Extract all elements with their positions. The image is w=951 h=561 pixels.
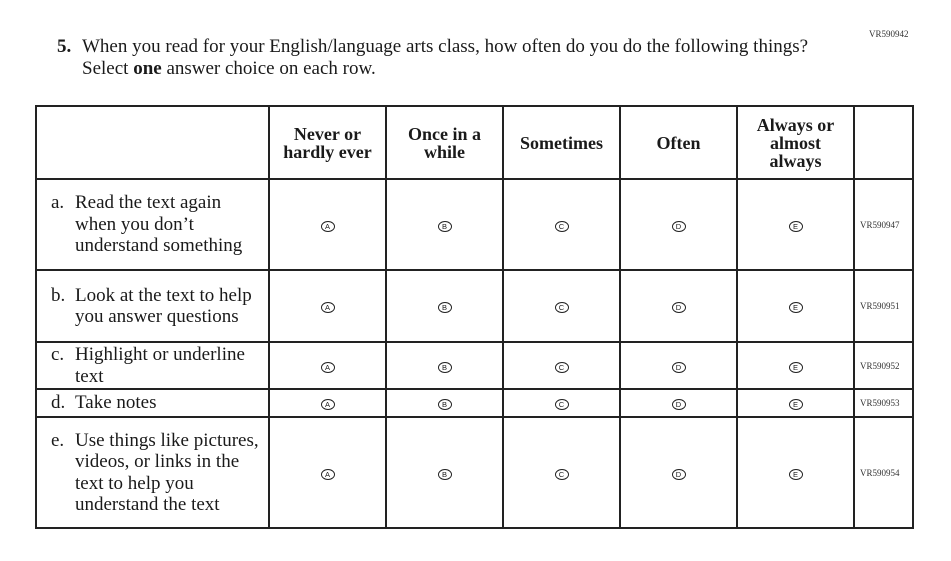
answer-bubble-d[interactable]: D [671,220,686,232]
answer-bubble-e[interactable]: E [788,361,803,373]
header-row: Never or hardly ever Once in a while Som… [35,105,914,180]
answer-cell: A [268,178,387,271]
row-text: Read the text again when you don’t under… [75,192,243,257]
column-header: Often [619,105,738,180]
answer-cell: D [619,269,738,343]
answer-cell: B [385,341,504,390]
answer-bubble-e[interactable]: E [788,220,803,232]
row-statement: e. Use things like pictures, videos, or l… [35,416,270,529]
answer-bubble-e[interactable]: E [788,468,803,480]
column-header: Sometimes [502,105,621,180]
answer-cell: C [502,388,621,418]
answer-cell: E [736,269,855,343]
answer-cell: E [736,388,855,418]
answer-bubble-b[interactable]: B [437,220,452,232]
answer-bubble-b[interactable]: B [437,468,452,480]
row-text: Highlight or underline text [75,344,245,387]
answer-cell: B [385,178,504,271]
row-code: VR590954 [853,416,914,529]
row-letter: c. [51,344,65,365]
answer-bubble-a[interactable]: A [320,361,335,373]
answer-bubble-c[interactable]: C [554,361,569,373]
answer-bubble-d[interactable]: D [671,361,686,373]
row-statement: a. Read the text again when you don’t und… [35,178,270,271]
answer-cell: A [268,388,387,418]
row-code: VR590951 [853,269,914,343]
column-header: Never or hardly ever [268,105,387,180]
answer-cell: A [268,269,387,343]
row-letter: e. [51,429,65,451]
row-letter: a. [51,192,65,214]
answer-bubble-c[interactable]: C [554,399,569,410]
blank-header [35,105,270,180]
row-statement: c. Highlight or underline text [35,341,270,390]
row-letter: b. [51,284,66,306]
table-row: a. Read the text again when you don’t und… [35,178,914,271]
answer-cell: E [736,416,855,529]
question-emphasis: one [133,58,162,79]
row-letter: d. [51,392,66,414]
answer-bubble-d[interactable]: D [671,468,686,480]
table-row: b. Look at the text to help you answer qu… [35,269,914,343]
answer-cell: B [385,269,504,343]
answer-bubble-a[interactable]: A [320,399,335,410]
answer-cell: D [619,416,738,529]
question-text: When you read for your English/language … [82,36,842,80]
answer-cell: B [385,388,504,418]
answer-cell: D [619,178,738,271]
row-statement: b. Look at the text to help you answer qu… [35,269,270,343]
row-text: Take notes [75,392,157,414]
column-header: Always or almost always [736,105,855,180]
table-row: c. Highlight or underline text A B C D E VR5909… [35,341,914,390]
answer-bubble-b[interactable]: B [437,361,452,373]
answer-cell: A [268,416,387,529]
table-row: d. Take notes A B C D E VR590953 [35,388,914,418]
row-code: VR590952 [853,341,914,390]
answer-cell: C [502,269,621,343]
answer-cell: D [619,341,738,390]
answer-bubble-a[interactable]: A [320,468,335,480]
row-text: Look at the text to help you answer ques… [75,284,252,328]
row-code: VR590953 [853,388,914,418]
row-statement: d. Take notes [35,388,270,418]
answer-grid: Never or hardly ever Once in a while Som… [35,105,914,529]
table-row: e. Use things like pictures, videos, or l… [35,416,914,529]
answer-bubble-a[interactable]: A [320,220,335,232]
answer-cell: C [502,416,621,529]
answer-cell: C [502,341,621,390]
answer-bubble-e[interactable]: E [788,399,803,410]
answer-bubble-d[interactable]: D [671,399,686,410]
item-code: VR590942 [869,29,909,39]
question-number: 5. [57,36,72,57]
answer-bubble-b[interactable]: B [437,399,452,410]
blank-header [853,105,914,180]
answer-bubble-c[interactable]: C [554,302,569,313]
answer-cell: D [619,388,738,418]
answer-bubble-e[interactable]: E [788,302,803,313]
answer-bubble-c[interactable]: C [554,220,569,232]
answer-cell: C [502,178,621,271]
answer-cell: E [736,178,855,271]
answer-bubble-a[interactable]: A [320,302,335,313]
answer-cell: A [268,341,387,390]
question-text-part: answer choice on each row. [161,58,376,79]
answer-cell: E [736,341,855,390]
answer-bubble-d[interactable]: D [671,302,686,313]
row-text: Use things like pictures, videos, or lin… [75,429,259,516]
question-text-part: When you read for your English/language … [82,36,809,79]
answer-bubble-c[interactable]: C [554,468,569,480]
row-code: VR590947 [853,178,914,271]
column-header: Once in a while [385,105,504,180]
answer-cell: B [385,416,504,529]
answer-bubble-b[interactable]: B [437,302,452,313]
